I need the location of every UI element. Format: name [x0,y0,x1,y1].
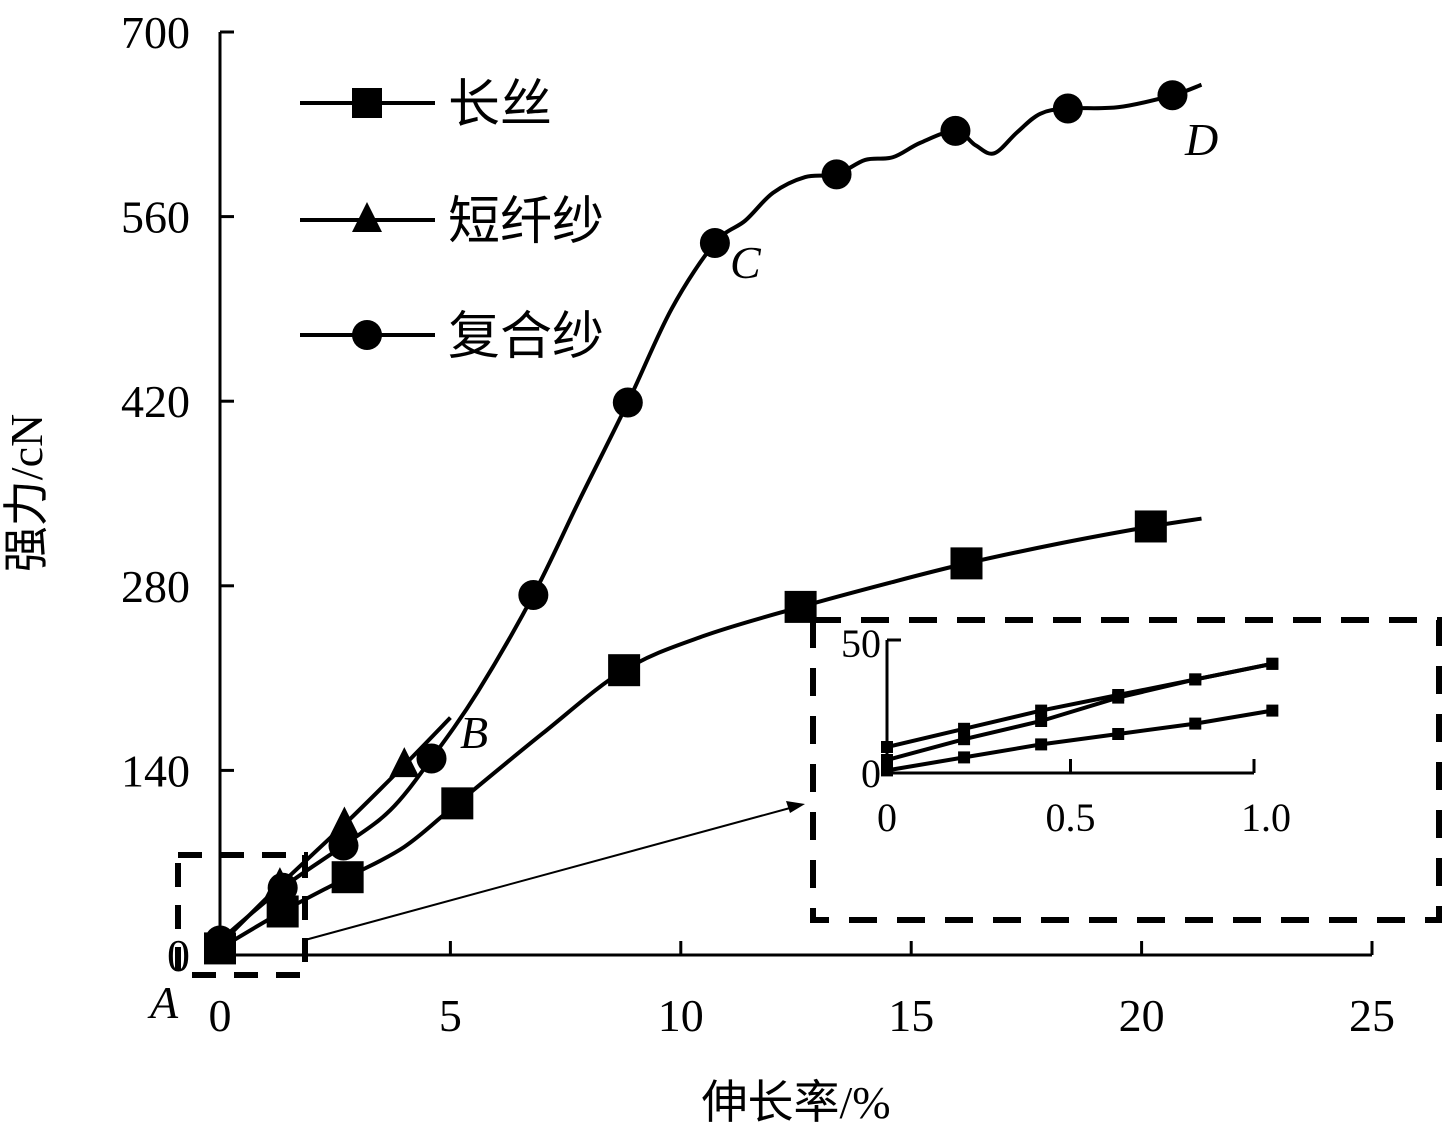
inset-x-tick-label: 0 [877,795,897,840]
inset-marker [1189,673,1202,686]
legend-label: 长丝 [448,77,552,134]
y-axis-label: 强力/cN [1,414,52,572]
legend-label: 短纤纱 [448,194,604,251]
y-tick-label: 420 [121,376,190,427]
annotation-D: D [1184,114,1218,165]
circle-marker [267,872,298,903]
annotation-C: C [730,237,762,288]
inset-box [810,617,1442,923]
square-marker [784,590,817,623]
inset-series [881,704,1279,777]
x-tick-label: 10 [658,990,704,1041]
inset-marker [958,751,971,764]
inset-marker [1035,715,1048,727]
triangle-marker [352,202,382,232]
inset-x-tick-label: 1.0 [1241,795,1291,840]
square-marker [1134,510,1167,543]
inset-y-tick-label: 50 [841,621,881,666]
circle-marker [940,115,971,146]
x-tick-label: 0 [209,990,232,1041]
inset-marker [1112,691,1125,704]
circle-marker [328,830,359,861]
y-tick-label: 280 [121,561,190,612]
inset-marker [881,764,893,777]
x-tick-label: 15 [888,990,934,1041]
inset-series-line [886,708,1273,773]
square-marker [608,654,641,687]
square-marker [950,547,983,580]
circle-marker [416,743,447,774]
annotation-B: B [460,707,488,758]
circle-marker [699,227,730,258]
inset-y-tick-label: 0 [861,751,881,796]
x-tick-label: 25 [1349,990,1395,1041]
inset-series-line [886,661,1273,762]
circle-marker [205,925,235,956]
inset-marker [881,754,893,766]
y-tick-label: 560 [121,192,190,243]
series-layer: A B C D [147,80,1218,1028]
axes: 0 5 10 15 20 25 0 140 280 420 560 700 [121,7,1442,1041]
y-tick-label: 700 [121,7,190,58]
circle-marker [518,580,549,611]
circle-marker [1052,93,1083,124]
inset-series [881,657,1279,766]
square-marker [441,787,474,820]
inset-marker [1189,717,1202,730]
inset-marker [881,741,893,753]
x-tick-label: 20 [1119,990,1165,1041]
legend-label: 复合纱 [448,309,604,366]
circle-marker [821,159,852,190]
square-marker [331,861,364,894]
series-circle [205,80,1203,956]
y-tick-label: 140 [121,745,190,796]
x-axis-label: 伸长率/% [701,1077,890,1128]
inset-marker [1035,738,1048,751]
arrow-head-icon [786,801,805,813]
triangle-marker [389,747,420,778]
circle-marker [1157,80,1188,111]
series-square [204,510,1202,965]
inset-x-tick-label: 0.5 [1046,795,1096,840]
arrow-line [304,807,791,941]
inset-marker [1112,728,1125,740]
inset-marker [1266,704,1279,717]
inset-marker [1035,704,1048,717]
inset-marker [1266,657,1279,670]
x-tick-label: 5 [439,990,462,1041]
inset-marker [958,733,971,746]
inset-marker [958,722,971,735]
inset-chart: 0 0.5 1.0 0 50 [841,621,1291,840]
series-line [218,516,1202,951]
annotation-A: A [147,977,179,1028]
square-marker [352,88,382,118]
circle-marker [352,320,382,350]
triangle-marker [329,806,360,837]
circle-marker [612,387,643,418]
zoom-region-box [175,852,308,978]
